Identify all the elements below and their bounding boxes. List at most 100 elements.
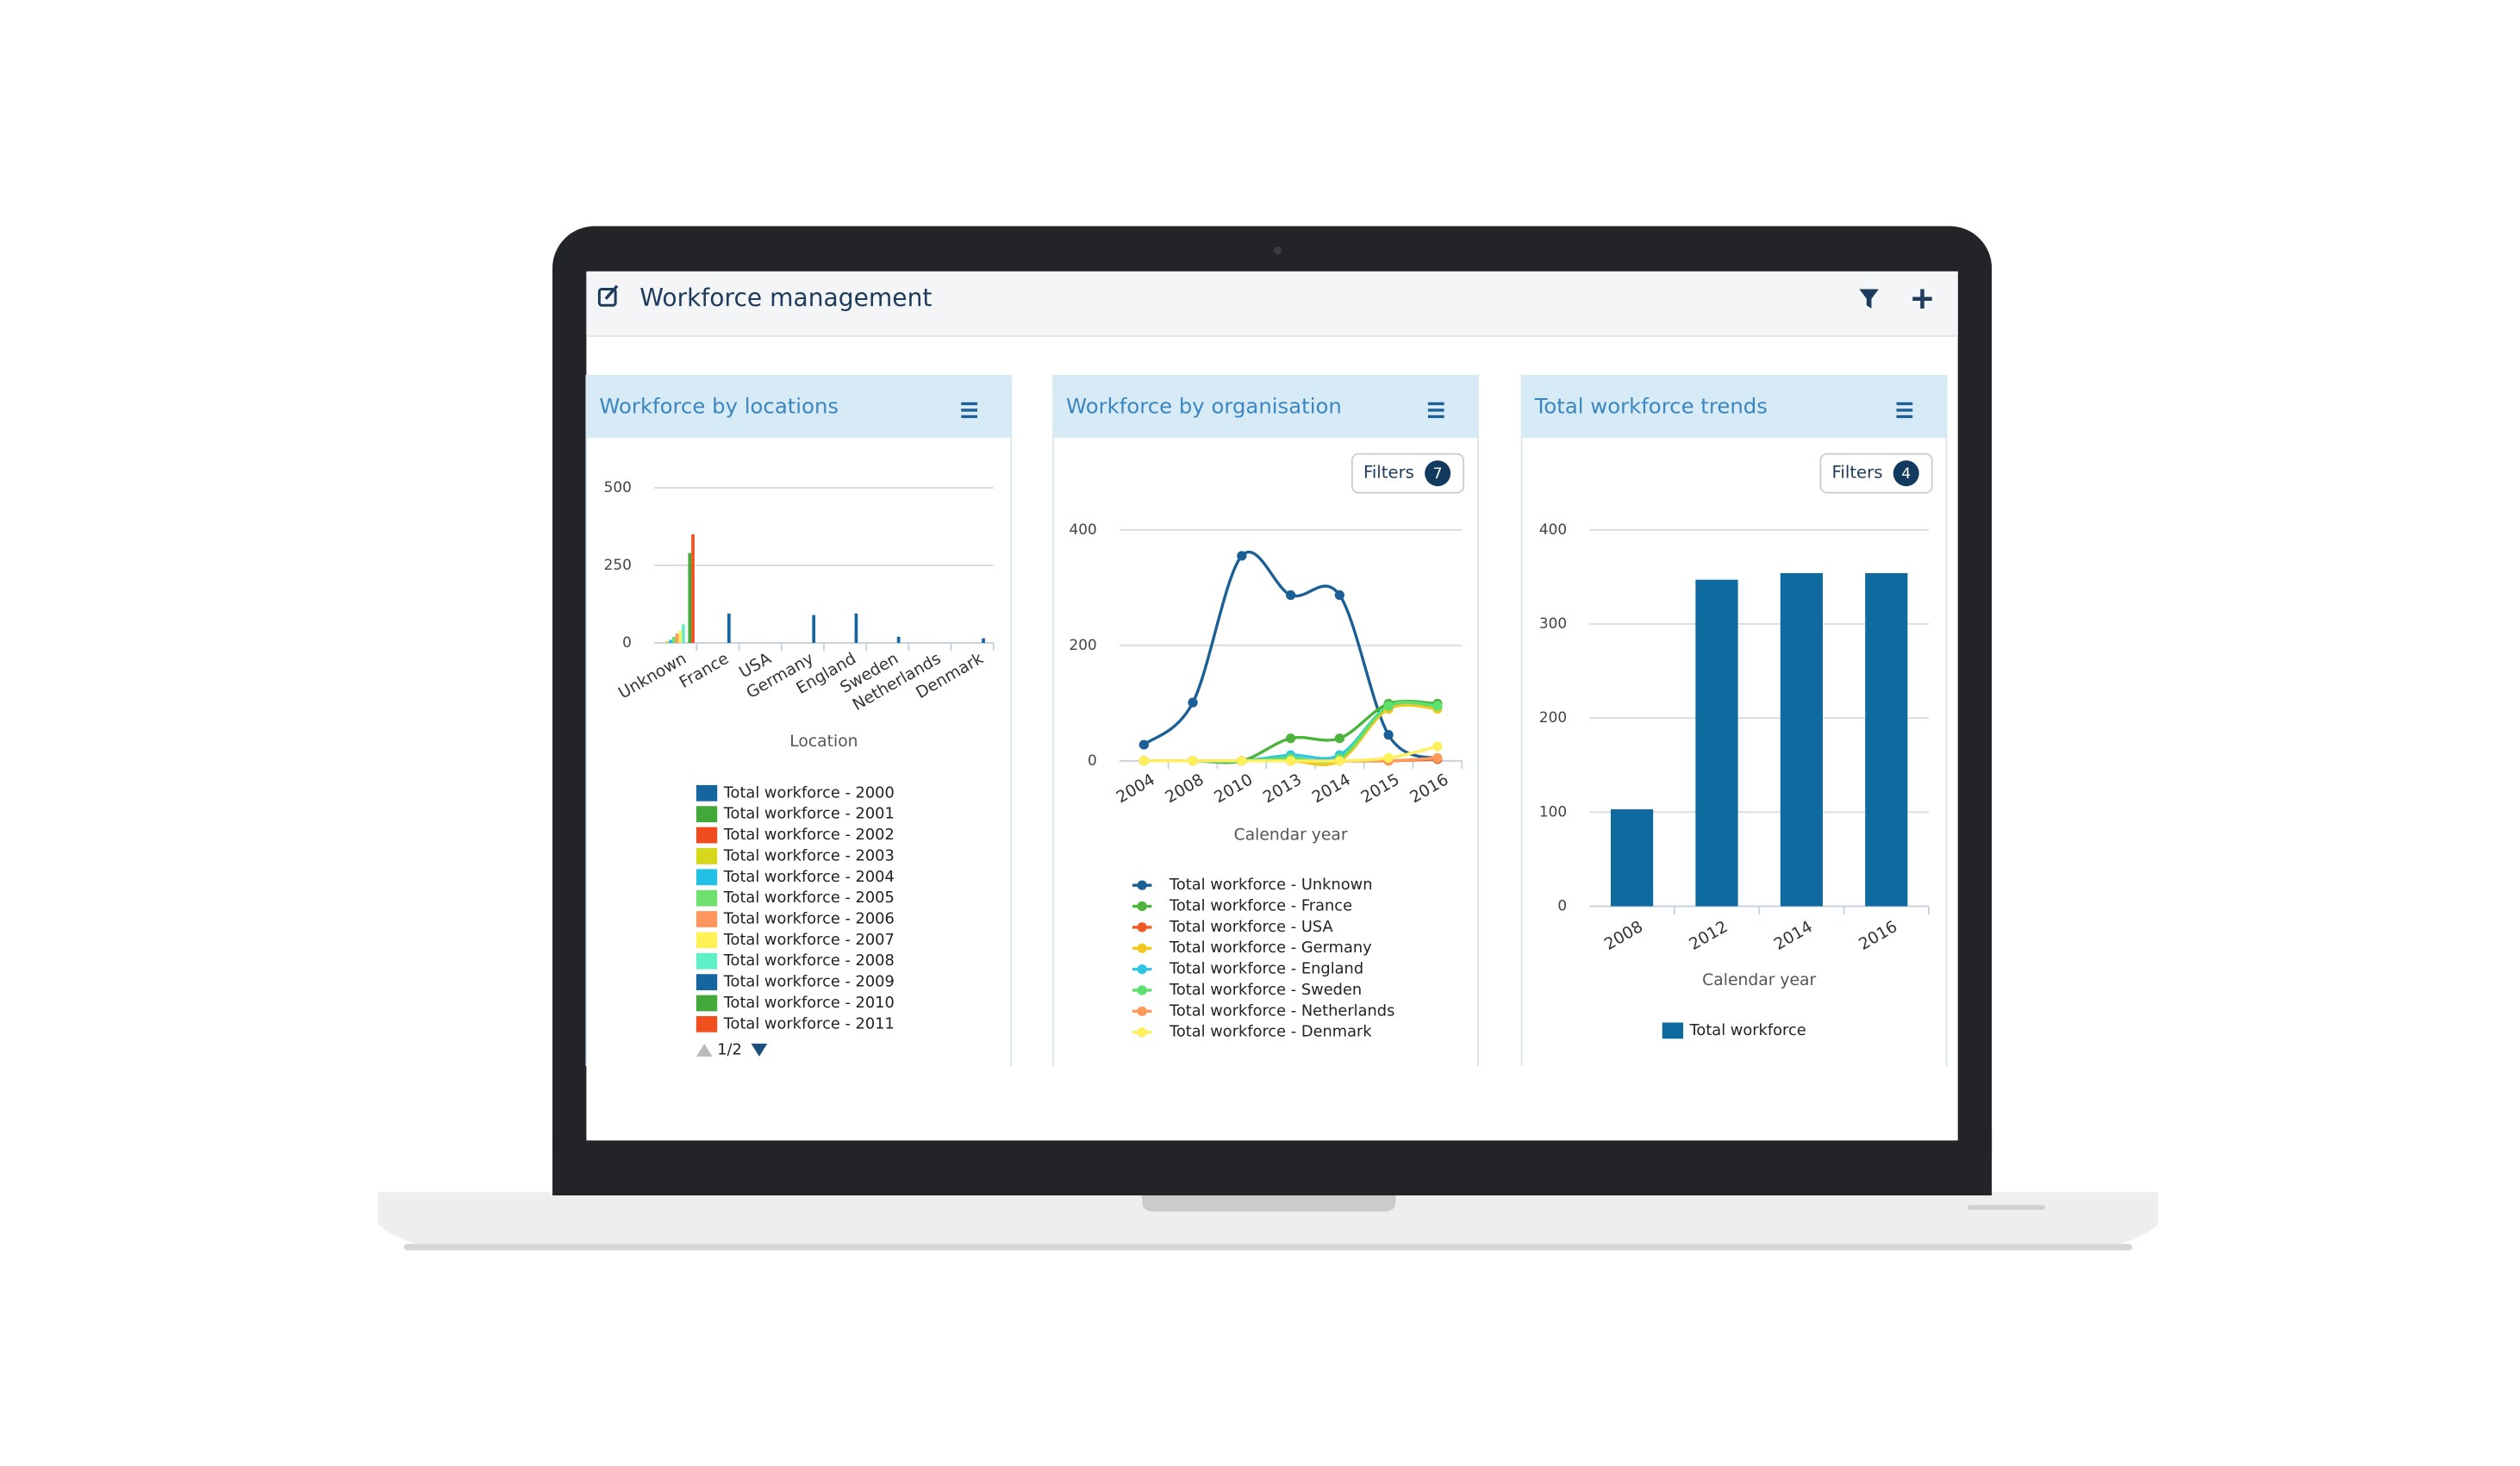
legend-swatch (695, 806, 718, 823)
legend-label: Total workforce - 2005 (723, 889, 895, 907)
legend-label: Total workforce - Sweden (1169, 981, 1362, 999)
dashboard: Workforce by locations0250500UnknownFran… (585, 374, 1948, 1067)
panel-title: Workforce by organisation (1066, 393, 1342, 418)
legend-label: Total workforce - USA (1169, 918, 1333, 936)
bar (672, 636, 676, 644)
legend-prev[interactable] (695, 1043, 713, 1057)
legend-label: Total workforce - Germany (1169, 939, 1372, 957)
y-tick-label: 200 (1539, 708, 1567, 726)
y-tick-label: 250 (604, 556, 632, 573)
bar (727, 613, 731, 644)
panel-header (1521, 374, 1947, 438)
point (1334, 756, 1345, 766)
filter-icon[interactable] (1859, 289, 1879, 309)
legend-label: Total workforce - 2011 (723, 1014, 895, 1032)
filters-label: Filters (1363, 463, 1414, 483)
legend-label: Total workforce - Netherlands (1169, 1001, 1394, 1020)
chart-panel: Workforce by locations0250500UnknownFran… (585, 374, 1013, 1067)
bar (691, 534, 695, 644)
legend-marker (1137, 922, 1147, 933)
app-header (586, 271, 1958, 336)
panel-title: Workforce by locations (599, 393, 839, 418)
point (1237, 756, 1247, 766)
bar (675, 633, 679, 644)
menu-line (961, 402, 977, 406)
add-icon[interactable] (1912, 289, 1932, 309)
point (1138, 739, 1149, 750)
edit-icon[interactable] (597, 284, 619, 307)
legend-swatch (695, 932, 718, 949)
legend-label: Total workforce - 2001 (723, 805, 895, 823)
panel-menu[interactable] (1896, 402, 1913, 419)
legend-label: Total workforce - 2007 (723, 931, 895, 949)
point (1383, 730, 1394, 740)
legend-label: Total workforce (1689, 1021, 1806, 1039)
point (1285, 590, 1296, 601)
y-tick-label: 0 (622, 633, 632, 651)
legend-label: Total workforce - 2009 (723, 973, 895, 991)
menu-line (1427, 402, 1444, 406)
legend-label: Total workforce - 2002 (723, 826, 895, 844)
panel-header (1053, 374, 1479, 438)
filters-button[interactable]: Filters 4 (1819, 452, 1933, 494)
legend-label: Total workforce - 2008 (723, 951, 895, 970)
chart-panel: Total workforce trends Filters 4 0 100 200 300… (1520, 374, 1948, 1067)
menu-line (961, 415, 977, 419)
y-tick-label: 400 (1070, 521, 1097, 538)
legend-swatch (695, 995, 718, 1012)
bar (812, 614, 816, 644)
filters-button[interactable]: Filters 7 (1350, 452, 1465, 494)
point (1334, 733, 1345, 744)
panel-body (586, 374, 1012, 1067)
legend-swatch (695, 889, 718, 907)
app-title: Workforce management (639, 284, 932, 312)
menu-line (1896, 402, 1913, 406)
legend-marker (1137, 943, 1147, 953)
bar (1610, 809, 1654, 907)
x-axis-title: Location (789, 733, 858, 751)
panel-menu[interactable] (1427, 402, 1444, 419)
legend-next[interactable] (751, 1043, 768, 1057)
legend-swatch (695, 784, 718, 802)
legend-marker (1137, 901, 1147, 912)
y-tick-label: 500 (604, 478, 632, 496)
bar (678, 630, 683, 644)
point (1138, 756, 1149, 766)
legend-label: Total workforce - 2006 (723, 910, 895, 928)
bar (982, 638, 985, 644)
legend-swatch (695, 974, 718, 990)
menu-line (1427, 409, 1444, 412)
y-tick-label: 200 (1070, 636, 1097, 653)
bar (1780, 573, 1823, 907)
legend-swatch (695, 952, 718, 970)
point (1432, 701, 1443, 711)
laptop-notch (1142, 1192, 1396, 1212)
bar (669, 639, 673, 644)
legend-swatch (695, 827, 718, 844)
panel-header (586, 374, 1012, 438)
filters-label: Filters (1832, 463, 1883, 483)
menu-line (1896, 415, 1913, 419)
bar (1865, 573, 1908, 907)
bar (665, 641, 670, 644)
menu-line (1896, 409, 1913, 412)
filters-count: 7 (1433, 465, 1443, 482)
bar (682, 624, 685, 644)
y-tick-label: 0 (1557, 897, 1567, 914)
legend-swatch (695, 1015, 718, 1032)
legend-label: Total workforce - Unknown (1169, 876, 1372, 894)
laptop-base (377, 1192, 2159, 1249)
point (1237, 551, 1247, 561)
legend-swatch (1662, 1022, 1684, 1039)
legend-swatch (695, 869, 718, 886)
menu-line (961, 409, 977, 412)
point (1188, 756, 1198, 766)
point (1285, 756, 1296, 766)
legend-marker (1137, 1027, 1147, 1038)
legend-label: Total workforce - 2004 (723, 868, 895, 886)
bar (1695, 579, 1738, 907)
point (1432, 741, 1443, 752)
panel-menu[interactable] (961, 402, 977, 419)
legend-label: Total workforce - 2000 (723, 783, 895, 802)
y-tick-label: 300 (1539, 614, 1567, 632)
